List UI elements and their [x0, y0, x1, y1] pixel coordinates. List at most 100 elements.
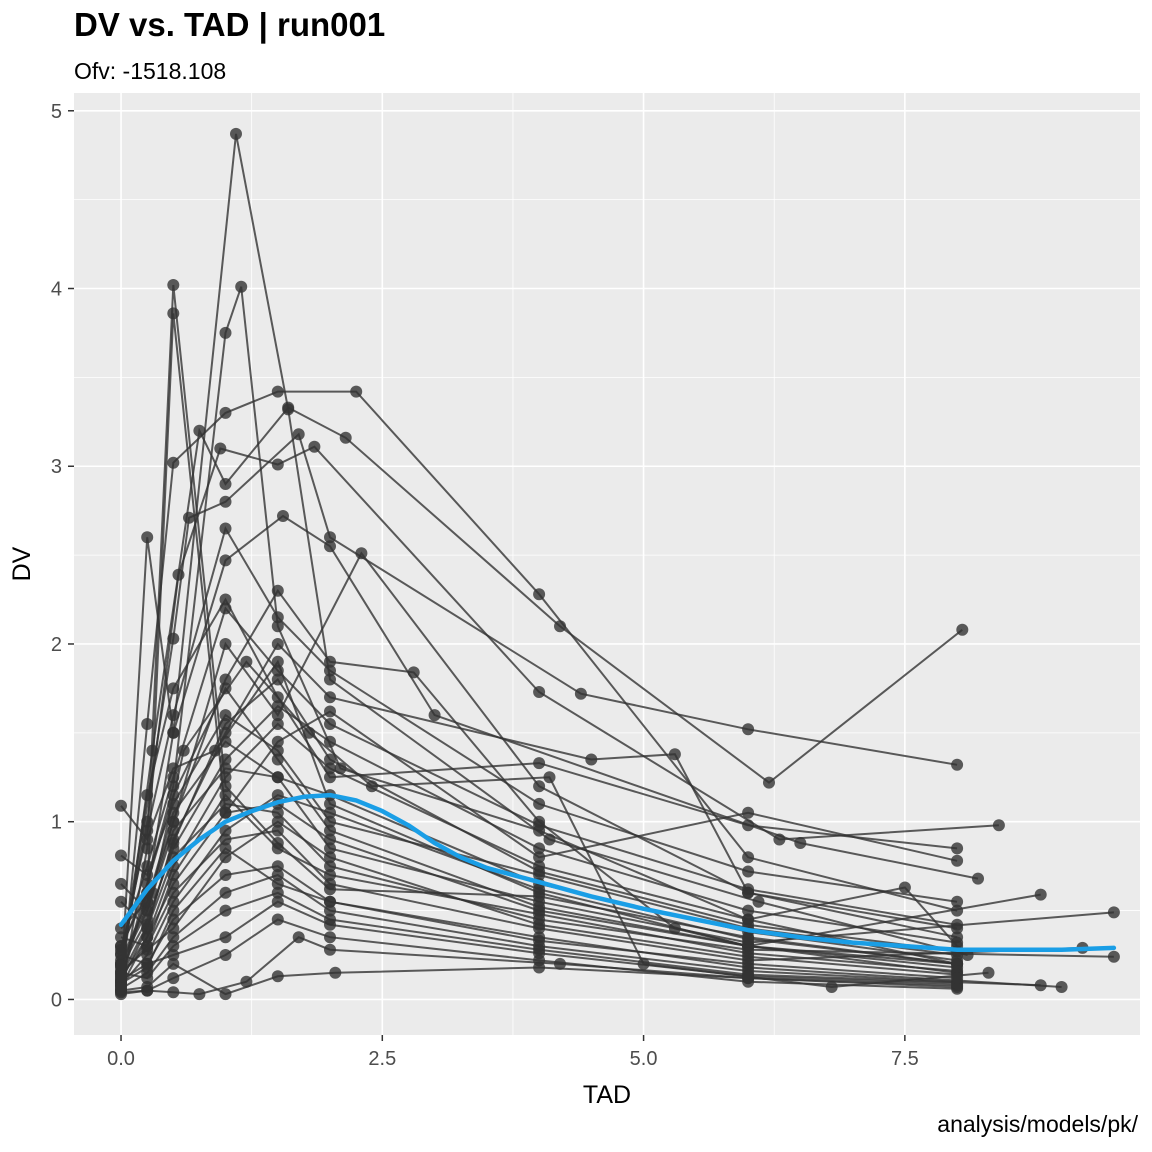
data-point	[339, 431, 352, 444]
data-point	[1107, 950, 1120, 963]
data-point	[115, 959, 127, 972]
data-point	[763, 776, 775, 789]
data-point	[533, 686, 546, 698]
data-point	[219, 735, 232, 748]
y-tick-label: 1	[51, 812, 62, 834]
data-point	[324, 691, 336, 704]
data-point	[219, 709, 232, 722]
data-point	[585, 753, 598, 766]
data-point	[230, 127, 242, 140]
smooth-line	[118, 792, 1117, 952]
data-point	[951, 904, 964, 917]
data-point	[219, 988, 232, 1001]
data-point	[554, 620, 566, 633]
data-point	[115, 970, 127, 983]
data-point	[271, 458, 284, 471]
data-point	[324, 762, 336, 775]
data-point	[324, 540, 336, 553]
data-point	[951, 758, 964, 771]
data-point	[141, 824, 154, 837]
data-point	[533, 934, 546, 947]
data-point	[428, 709, 441, 722]
data-point	[668, 922, 681, 935]
data-point	[277, 510, 289, 522]
data-point	[141, 981, 154, 993]
data-point	[115, 895, 127, 908]
data-point	[951, 972, 964, 985]
chart-title: DV vs. TAD | run001	[74, 6, 386, 43]
data-point	[141, 531, 154, 544]
data-point	[742, 883, 755, 896]
data-point	[141, 860, 154, 873]
data-point	[235, 280, 248, 293]
data-point	[219, 869, 232, 881]
data-point	[271, 815, 284, 828]
data-point	[219, 824, 232, 837]
data-point	[951, 842, 964, 855]
x-tick-label: 2.5	[368, 1048, 396, 1070]
y-tick-label: 3	[51, 456, 62, 478]
data-point	[533, 918, 546, 931]
data-point	[533, 757, 546, 770]
data-point	[219, 886, 232, 899]
data-point	[141, 833, 154, 846]
data-point	[219, 673, 232, 686]
chart-subtitle: Ofv: -1518.108	[74, 58, 227, 84]
data-point	[961, 949, 974, 961]
data-point	[240, 975, 253, 988]
data-point	[167, 682, 180, 695]
y-tick-label: 5	[51, 101, 62, 123]
data-point	[271, 655, 284, 668]
data-point	[141, 931, 154, 944]
data-point	[167, 815, 180, 828]
data-point	[219, 593, 232, 606]
data-point	[271, 673, 284, 686]
data-point	[292, 428, 305, 441]
data-point	[271, 886, 284, 899]
data-point	[167, 279, 180, 291]
data-point	[951, 895, 964, 908]
data-point	[951, 854, 964, 867]
data-point	[146, 744, 159, 757]
data-point	[324, 842, 336, 855]
data-point	[271, 860, 284, 873]
data-point	[271, 620, 284, 633]
data-point	[637, 957, 650, 970]
data-point	[324, 824, 336, 837]
data-point	[543, 771, 556, 784]
data-point	[271, 771, 284, 784]
data-point	[167, 949, 180, 961]
data-point	[219, 753, 232, 766]
data-point	[167, 456, 180, 469]
data-point	[271, 638, 284, 650]
data-point	[167, 771, 180, 784]
data-point	[219, 522, 232, 535]
data-point	[324, 655, 336, 668]
data-point	[982, 966, 995, 979]
data-point	[543, 833, 556, 846]
data-point	[271, 895, 284, 908]
data-point	[219, 718, 232, 730]
data-point	[115, 931, 127, 944]
data-point	[167, 726, 180, 739]
data-point	[167, 837, 180, 849]
data-point	[167, 824, 180, 837]
data-point	[219, 682, 232, 695]
data-point	[271, 735, 284, 748]
data-point	[271, 691, 284, 704]
data-point	[167, 806, 180, 819]
data-point	[742, 723, 755, 736]
data-point	[742, 957, 755, 970]
data-point	[324, 735, 336, 748]
data-point	[193, 424, 206, 437]
data-point	[115, 877, 127, 890]
data-point	[742, 933, 755, 945]
smooth-curve	[118, 792, 1117, 952]
data-point	[324, 771, 336, 784]
data-point	[752, 895, 765, 908]
data-point	[183, 511, 195, 524]
data-point	[324, 531, 336, 544]
data-point	[282, 401, 295, 414]
axes: 0.0 2.5 5.0 7.5 0 1 2 3 4 5	[51, 101, 919, 1070]
data-point	[115, 849, 127, 862]
